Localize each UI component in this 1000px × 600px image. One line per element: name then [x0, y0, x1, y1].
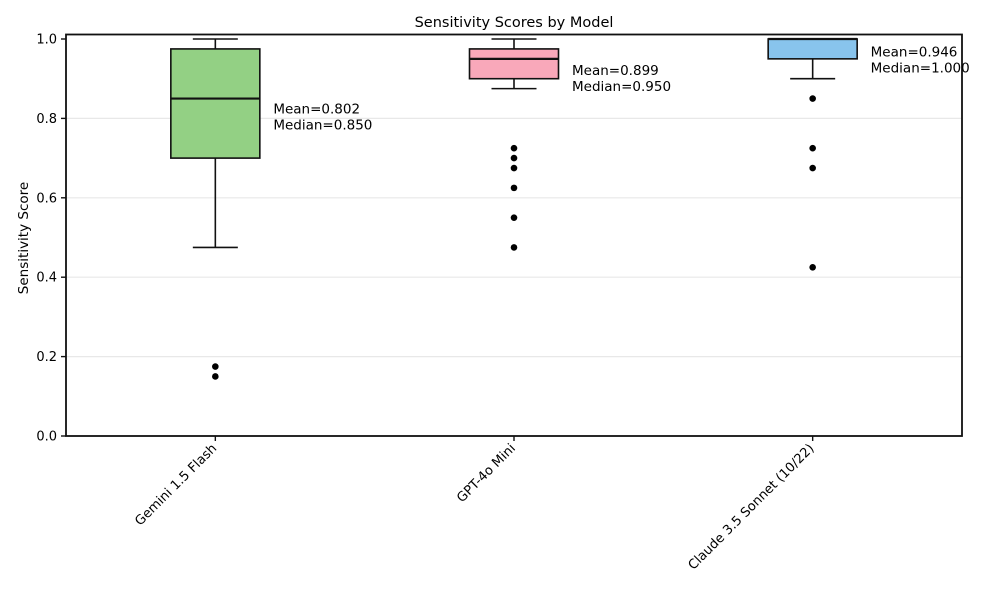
annotation-gemini-1-5-flash-line-1: Mean=0.802 [273, 102, 360, 118]
outlier-gpt-4o-mini [510, 164, 518, 172]
box-gemini-1-5-flash [170, 48, 261, 159]
y-tick-label: 0.4 [36, 271, 57, 286]
chart-title: Sensitivity Scores by Model [414, 15, 614, 31]
outlier-gemini-1-5-flash [212, 363, 219, 370]
x-tick-label-gemini-1-5-flash: Gemini 1.5 Flash [132, 441, 220, 529]
y-tick-label: 0.0 [36, 430, 57, 445]
x-tick-label-gpt-4o-mini: GPT-4o Mini [454, 441, 519, 506]
outlier-claude-3-5-sonnet-10-22 [809, 164, 816, 172]
y-tick-label: 0.6 [36, 191, 57, 206]
outlier-gpt-4o-mini [510, 144, 518, 152]
box-gpt-4o-mini [468, 48, 560, 80]
outlier-claude-3-5-sonnet-10-22 [809, 263, 816, 271]
outlier-gpt-4o-mini [510, 184, 518, 192]
annotation-claude-3-5-sonnet-10-22-line-1: Mean=0.946 [871, 44, 958, 60]
outlier-gpt-4o-mini [510, 244, 518, 251]
annotation-claude-3-5-sonnet-10-22-line-2: Median=1.000 [871, 60, 970, 76]
y-tick-label: 0.8 [36, 112, 57, 127]
outlier-gemini-1-5-flash [212, 373, 219, 380]
outlier-claude-3-5-sonnet-10-22 [809, 95, 816, 102]
x-tick-label-claude-3-5-sonnet-10-22: Claude 3.5 Sonnet (10/22) [686, 441, 818, 573]
y-tick-label: 1.0 [36, 33, 57, 48]
y-tick-label: 0.2 [36, 350, 57, 365]
annotation-gemini-1-5-flash-line-2: Median=0.850 [273, 118, 372, 134]
outlier-claude-3-5-sonnet-10-22 [809, 144, 816, 152]
outlier-gpt-4o-mini [510, 154, 518, 162]
annotation-gpt-4o-mini-line-2: Median=0.950 [572, 79, 671, 95]
outlier-gpt-4o-mini [510, 214, 518, 221]
annotation-gpt-4o-mini-line-1: Mean=0.899 [572, 63, 659, 79]
box-claude-3-5-sonnet-10-22 [767, 38, 858, 60]
